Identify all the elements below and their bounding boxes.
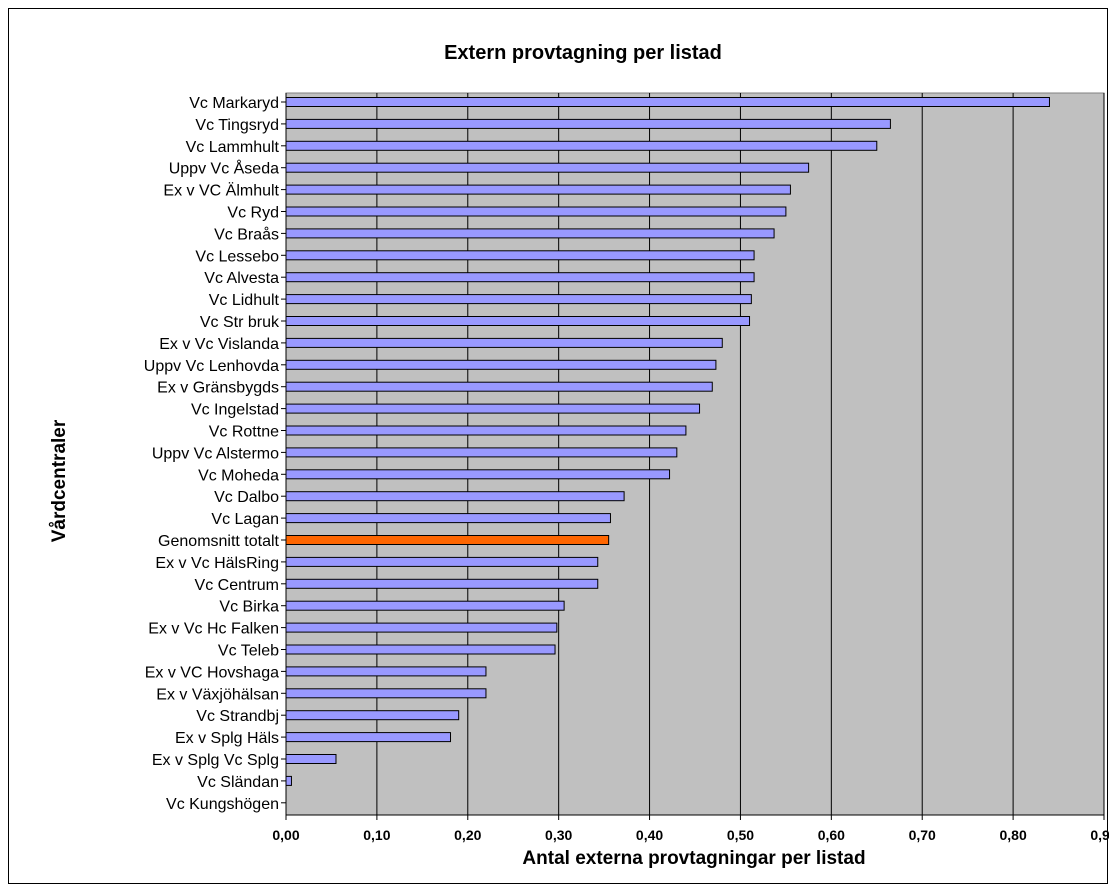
bar	[285, 754, 337, 764]
x-tick-label: 0,60	[818, 827, 845, 843]
x-tick-label: 0,20	[454, 827, 481, 843]
category-label: Vc Sländan	[197, 774, 279, 791]
bar	[285, 140, 878, 151]
tick-labels: 0,00 0,10 0,20 0,30 0,40 0,50 0,60 0,70 0,80 0,90	[272, 815, 1109, 843]
x-tick-label: 0,70	[909, 827, 936, 843]
category-label: Ex v Vc Vislanda	[159, 336, 279, 353]
category-label: Vc Alvesta	[204, 270, 279, 287]
category-label: Uppv Vc Lenhovda	[144, 358, 279, 375]
category-label: Vc Lessebo	[195, 248, 279, 265]
category-labels: Vc Markaryd Vc Tingsryd Vc Lammhult Uppv Vc…	[144, 95, 286, 813]
category-label: Ex v Splg Häls	[175, 730, 279, 747]
x-tick-label: 0,40	[636, 827, 663, 843]
y-axis-title: Vårdcentraler	[49, 419, 70, 542]
bar-chart: Extern provtagning per listad Vårdcentra…	[49, 42, 1109, 869]
bar	[285, 316, 751, 326]
category-label: Vc Ingelstad	[191, 402, 279, 419]
category-label: Vc Teleb	[218, 643, 279, 660]
average-bar	[285, 535, 610, 545]
category-label: Ex v Vc HälsRing	[155, 555, 279, 572]
bar	[285, 666, 487, 677]
x-axis-title: Antal externa provtagningar per listad	[522, 848, 865, 869]
category-label: Ex v VC Älmhult	[163, 182, 279, 200]
category-label: Ex v VC Hovshaga	[145, 664, 279, 681]
bar	[285, 272, 755, 283]
category-label: Vc Moheda	[198, 467, 279, 484]
category-label: Vc Lidhult	[209, 292, 280, 309]
category-label: Ex v Gränsbygds	[157, 380, 279, 397]
x-tick-label: 0,80	[999, 827, 1026, 843]
bar	[285, 403, 701, 414]
category-label: Vc Braås	[214, 225, 279, 243]
bar	[285, 97, 1050, 107]
bar	[285, 337, 723, 348]
bar	[285, 118, 891, 129]
category-label: Vc Centrum	[195, 577, 279, 594]
category-label: Ex v Vc Hc Falken	[148, 621, 279, 638]
category-label: Vc Birka	[219, 599, 279, 616]
bar	[285, 250, 755, 261]
x-tick-label: 0,50	[727, 827, 754, 843]
category-label: Vc Rottne	[209, 424, 279, 441]
bar	[285, 644, 556, 655]
category-label: Vc Ryd	[227, 205, 279, 222]
category-label: Ex v Splg Vc Splg	[152, 752, 279, 769]
bar	[285, 162, 810, 173]
category-label: Vc Markaryd	[189, 95, 279, 112]
category-label: Vc Tingsryd	[195, 117, 279, 134]
category-label: Genomsnitt totalt	[158, 533, 280, 550]
category-label: Vc Str bruk	[200, 314, 280, 331]
chart-title: Extern provtagning per listad	[444, 42, 722, 64]
bar	[285, 600, 565, 611]
bars	[285, 97, 1050, 786]
category-label: Ex v Växjöhälsan	[156, 686, 279, 703]
bar	[285, 359, 717, 370]
bar	[285, 447, 678, 458]
bar	[285, 381, 713, 392]
bar	[285, 513, 611, 524]
bar	[285, 184, 791, 195]
category-label: Vc Lagan	[211, 511, 279, 528]
chart-frame: Extern provtagning per listad Vårdcentra…	[8, 8, 1109, 884]
bar	[285, 732, 452, 743]
bar	[285, 294, 752, 305]
category-label: Vc Kungshögen	[166, 796, 279, 813]
category-label: Uppv Vc Åseda	[169, 159, 279, 178]
x-tick-label: 0,90	[1090, 827, 1109, 843]
x-tick-label: 0,10	[363, 827, 390, 843]
bar	[285, 469, 671, 480]
category-label: Vc Strandbj	[196, 708, 279, 725]
bar	[285, 228, 775, 239]
bar	[285, 578, 599, 589]
x-tick-label: 0,00	[272, 827, 299, 843]
category-label: Vc Dalbo	[214, 489, 279, 506]
category-label: Uppv Vc Alstermo	[152, 445, 279, 462]
bar	[285, 206, 787, 217]
bar	[285, 556, 599, 567]
bar	[285, 425, 687, 436]
bar	[285, 688, 487, 699]
bar	[285, 491, 625, 502]
bar	[285, 622, 558, 633]
bar	[285, 710, 460, 721]
category-label: Vc Lammhult	[186, 139, 280, 156]
x-tick-label: 0,30	[545, 827, 572, 843]
bar	[285, 775, 292, 786]
